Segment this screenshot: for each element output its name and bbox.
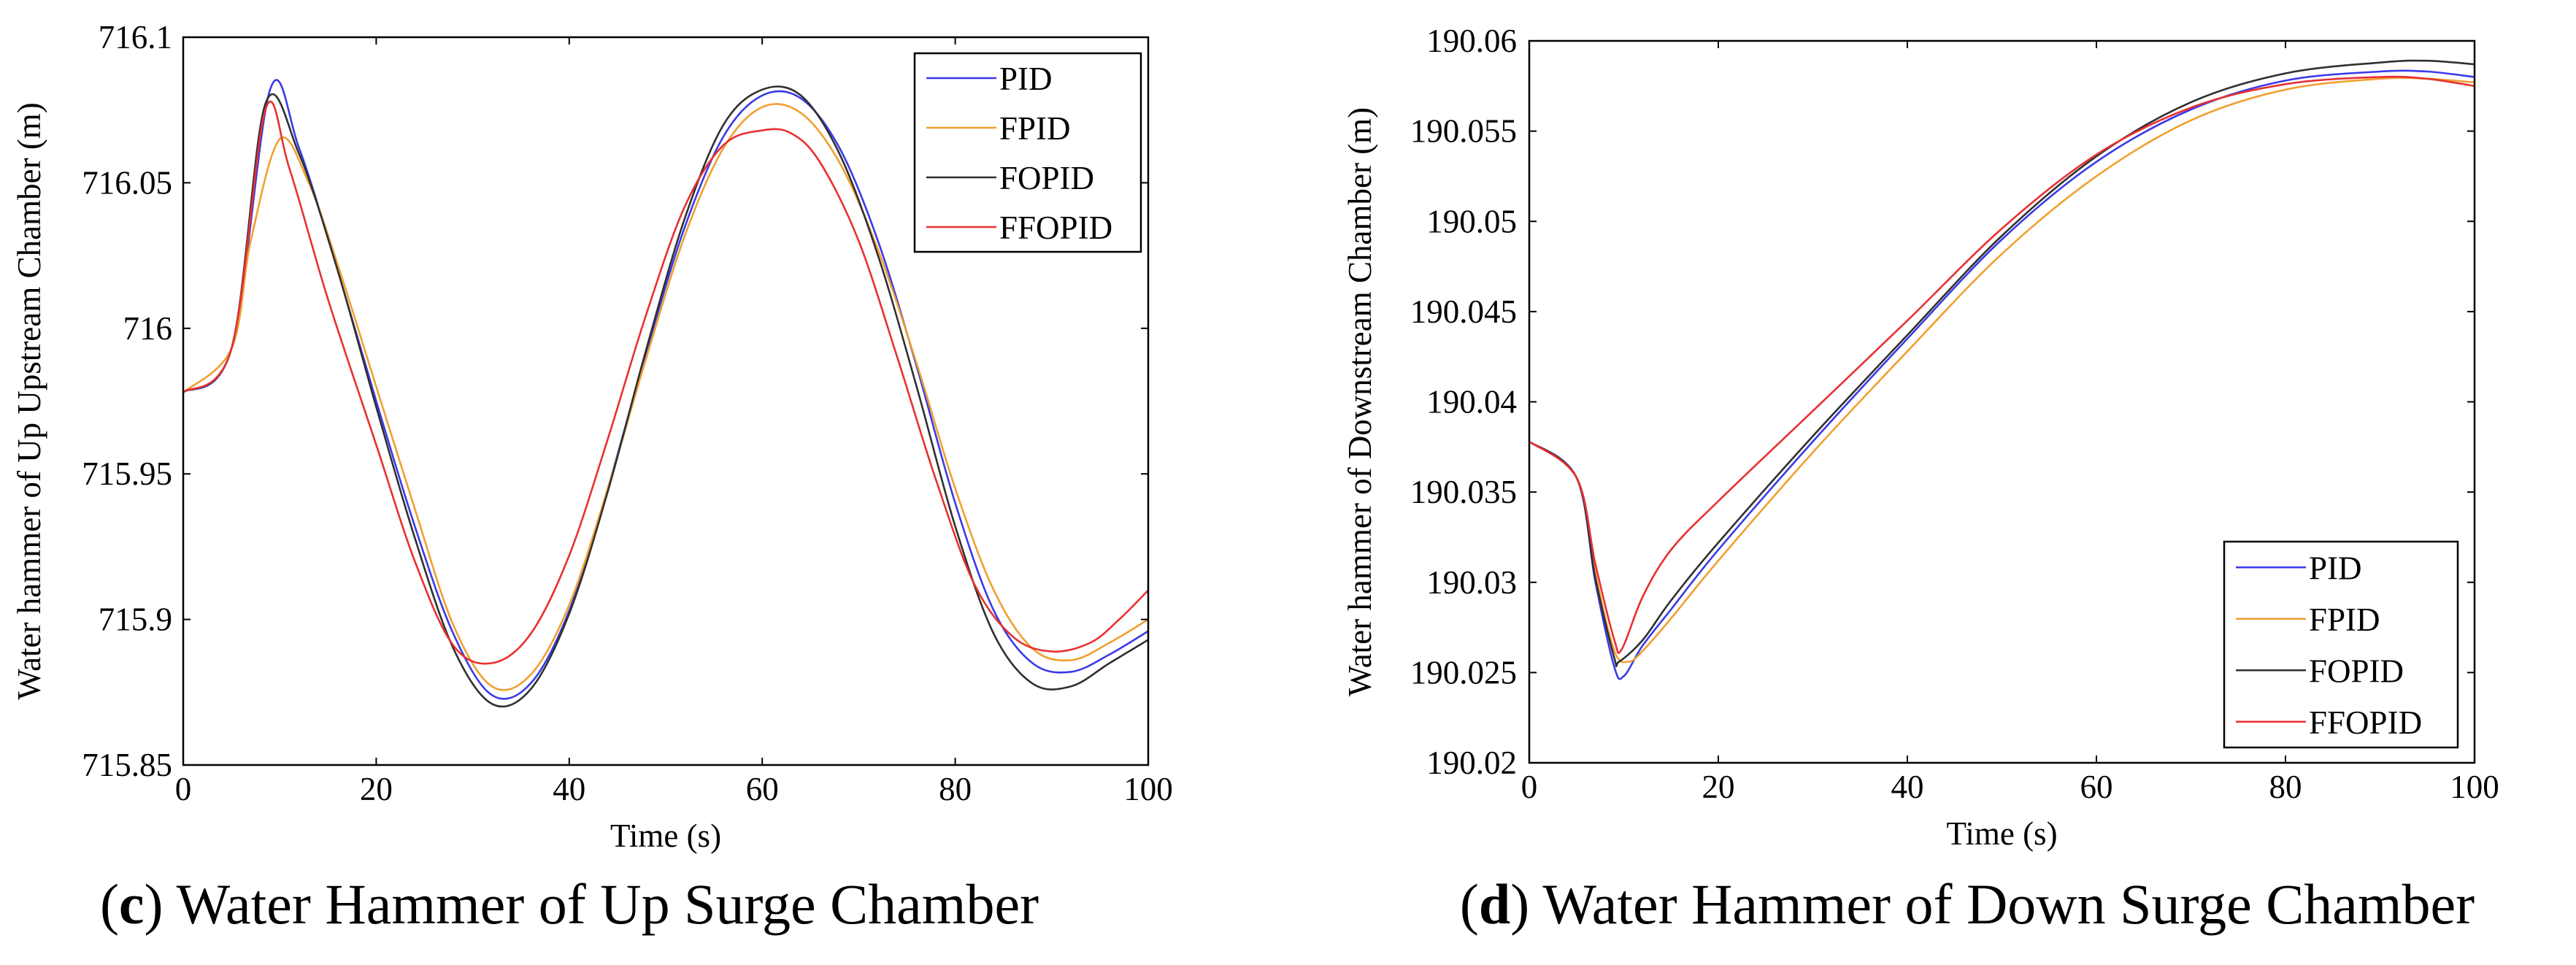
figure-caption: (d) Water Hammer of Down Surge Chamber: [1460, 872, 2475, 936]
chart-panel-d: 0 20 40 60 80 100 190.02 190.025 190.03 190.035 19…: [1342, 23, 2499, 936]
x-tick-label: 100: [2450, 769, 2499, 805]
series-line-fpid: [1529, 77, 2475, 664]
caption-text: Water Hammer of Down Surge Chamber: [1542, 872, 2475, 936]
plot-frame: [182, 36, 1150, 766]
legend-label-pid: PID: [999, 61, 1053, 97]
legend-box: [913, 52, 1142, 253]
x-tick-label: 60: [2080, 769, 2113, 805]
x-axis-label: Time (s): [1946, 815, 2057, 852]
y-tick-label: 715.95: [82, 455, 172, 492]
x-tick-label: 40: [1891, 769, 1924, 805]
x-tick-label: 60: [746, 771, 779, 807]
y-tick-label: 190.045: [1410, 293, 1517, 330]
legend-label-ffopid: FFOPID: [999, 209, 1112, 246]
caption-open-paren: (: [1460, 872, 1479, 936]
figure-caption: (c) Water Hammer of Up Surge Chamber: [100, 872, 1039, 936]
y-tick-label: 190.055: [1410, 113, 1517, 150]
legend: PID FPID FOPID FFOPID: [2223, 540, 2459, 749]
series-line-ffopid: [183, 101, 1148, 665]
caption-close-paren: ): [1510, 872, 1542, 936]
legend-label-fpid: FPID: [2309, 601, 2380, 638]
legend: PID FPID FOPID FFOPID: [913, 52, 1142, 253]
y-tick-label: 190.06: [1426, 23, 1517, 59]
y-tick-label: 190.02: [1426, 745, 1517, 781]
x-tick-label: 20: [1702, 769, 1735, 805]
legend-label-fopid: FOPID: [999, 160, 1094, 196]
series-line-fopid: [183, 85, 1148, 708]
y-axis-label: Water hammer of Downstream Chamber (m): [1342, 107, 1378, 696]
caption-close-paren: ): [145, 872, 177, 936]
y-tick-label: 190.03: [1426, 564, 1517, 601]
x-tick-label: 100: [1123, 771, 1173, 807]
y-tick-label: 190.025: [1410, 654, 1517, 691]
series-line-pid: [1529, 69, 2475, 680]
y-tick-label: 190.05: [1426, 203, 1517, 239]
x-tick-label: 20: [360, 771, 393, 807]
y-tick-label: 716.1: [99, 19, 172, 55]
legend-label-fopid: FOPID: [2309, 653, 2404, 689]
y-tick-label: 715.85: [82, 747, 172, 783]
series-line-ffopid: [1529, 75, 2475, 655]
y-tick-label: 715.9: [99, 601, 172, 638]
legend-box: [2223, 540, 2459, 749]
series-group: [183, 79, 1148, 708]
y-tick-label: 190.035: [1410, 474, 1517, 510]
series-line-fopid: [1529, 59, 2475, 668]
y-tick-label: 190.04: [1426, 384, 1517, 420]
legend-label-ffopid: FFOPID: [2309, 704, 2422, 741]
x-tick-label: 40: [553, 771, 585, 807]
chart-panel-c: 0 20 40 60 80 100 715.85 715.9 715.95 716 716.05 71…: [11, 19, 1173, 936]
legend-label-fpid: FPID: [999, 110, 1071, 147]
caption-panel-letter: c: [119, 872, 145, 936]
x-tick-label: 80: [939, 771, 972, 807]
series-group: [1529, 59, 2475, 680]
caption-panel-letter: d: [1479, 872, 1510, 936]
y-tick-label: 716.05: [82, 164, 172, 201]
caption-open-paren: (: [100, 872, 119, 936]
x-tick-label: 0: [1521, 769, 1538, 805]
caption-text: Water Hammer of Up Surge Chamber: [177, 872, 1039, 936]
x-axis-label: Time (s): [610, 818, 721, 854]
y-axis-label: Water hammer of Up Upstream Chamber (m): [11, 102, 47, 700]
y-tick-label: 716: [123, 310, 173, 347]
x-tick-label: 80: [2269, 769, 2302, 805]
legend-label-pid: PID: [2309, 550, 2362, 586]
x-tick-label: 0: [175, 771, 192, 807]
